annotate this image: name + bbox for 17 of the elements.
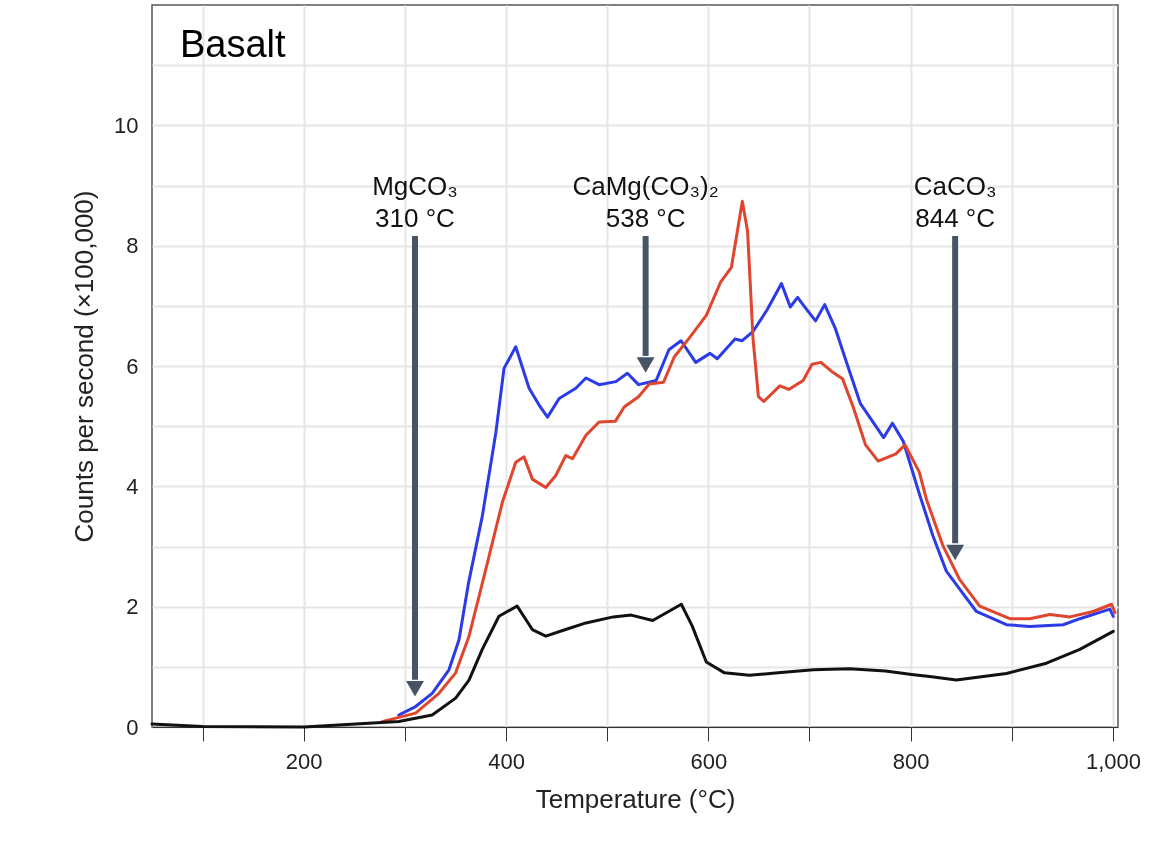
x-tick-label: 400 [488, 748, 525, 774]
x-tick-label: 1,000 [1085, 748, 1141, 774]
x-tick-label: 200 [285, 748, 323, 774]
ref-line-label: CaMg(CO₃)₂ 538 °C [572, 171, 719, 234]
ref-line-label: CaCO₃ 844 °C [913, 171, 997, 234]
y-tick-label: 6 [126, 353, 139, 379]
x-tick-label: 800 [892, 748, 930, 774]
y-tick-label: 4 [126, 473, 139, 499]
y-tick-label: 10 [114, 112, 139, 138]
y-tick-label: 8 [126, 233, 139, 259]
x-axis-title: Temperature (°C) [535, 783, 736, 814]
y-tick-label: 0 [126, 714, 139, 740]
x-tick-label: 600 [690, 748, 728, 774]
text: Basalt [180, 23, 287, 65]
y-tick-label: 2 [126, 594, 139, 620]
ref-line-label: MgCO₃ 310 °C [372, 171, 458, 234]
y-axis-title: Counts per second (×100,000) [69, 190, 100, 543]
